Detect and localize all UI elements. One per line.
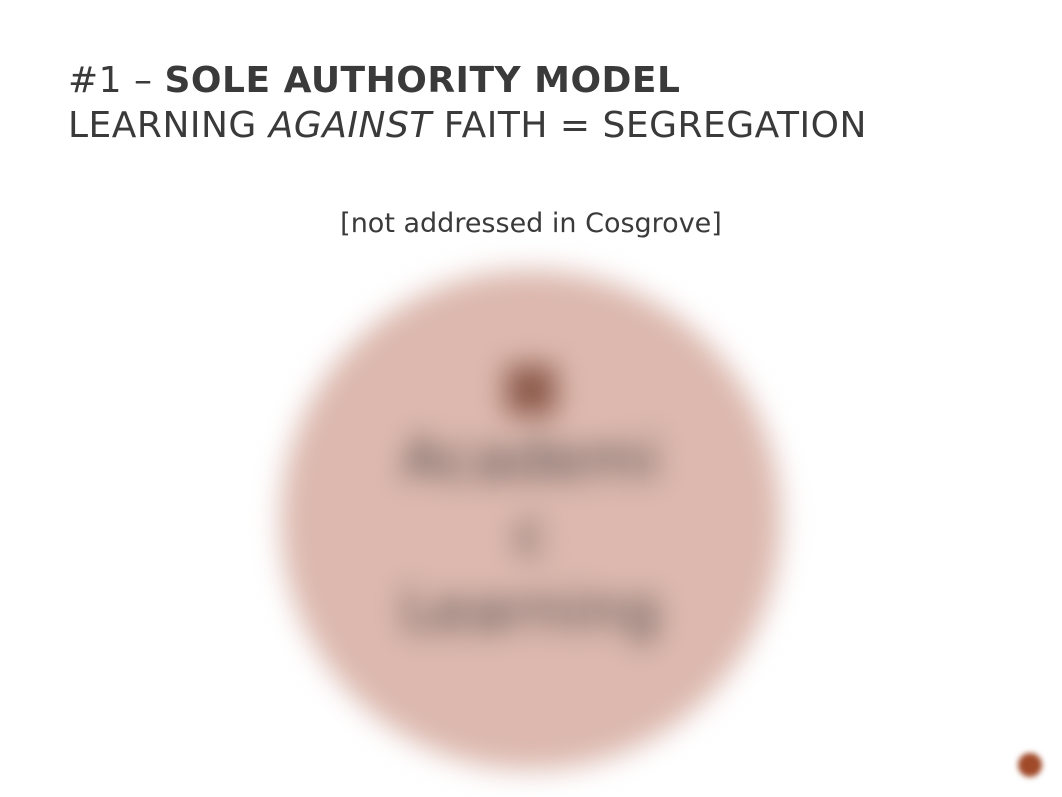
academic-learning-circle: Academi c Learning: [281, 270, 781, 770]
inner-square-icon: [506, 365, 556, 415]
heading-line2-pre: LEARNING: [68, 105, 269, 146]
subtitle-text: [not addressed in Cosgrove]: [68, 208, 994, 239]
diagram-area: Academi c Learning: [271, 260, 791, 780]
circle-label-line3: Learning: [401, 576, 661, 644]
heading-line-2: LEARNING AGAINST FAITH = SEGREGATION: [68, 103, 994, 148]
heading-line2-post: FAITH = SEGREGATION: [432, 105, 867, 146]
circle-label-line2: c: [515, 500, 548, 568]
corner-dot-icon: [1018, 753, 1042, 777]
heading-line2-italic: AGAINST: [269, 105, 432, 146]
slide-heading: #1 – SOLE AUTHORITY MODEL LEARNING AGAIN…: [68, 58, 994, 148]
heading-line-1: #1 – SOLE AUTHORITY MODEL: [68, 58, 994, 103]
circle-label: Academi c Learning: [401, 422, 661, 648]
circle-label-line1: Academi: [402, 425, 660, 493]
heading-prefix: #1 –: [68, 60, 164, 101]
slide-container: #1 – SOLE AUTHORITY MODEL LEARNING AGAIN…: [0, 0, 1062, 797]
heading-bold: SOLE AUTHORITY MODEL: [164, 60, 680, 101]
